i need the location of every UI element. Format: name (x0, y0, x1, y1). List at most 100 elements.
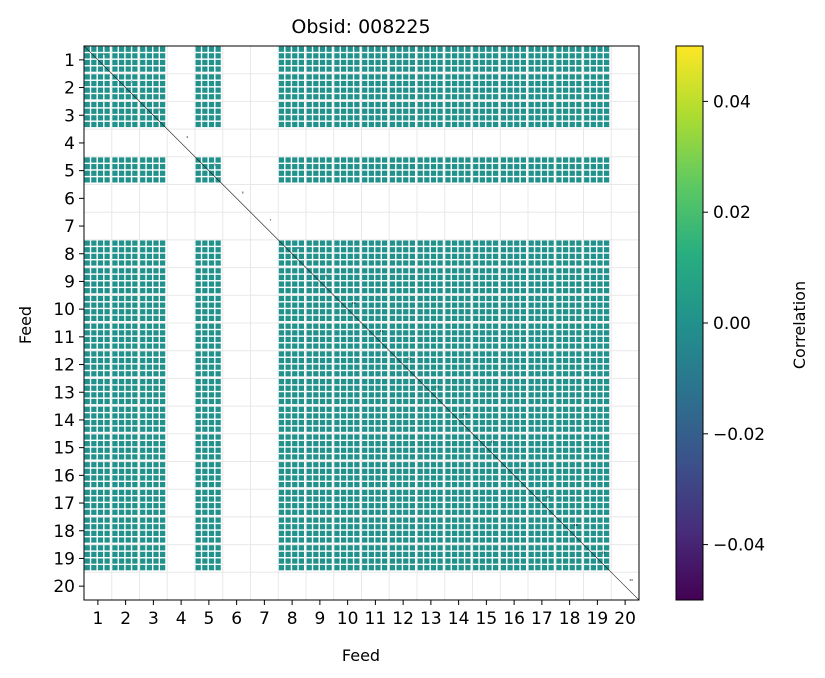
heatmap-subcell (104, 454, 110, 460)
heatmap-subcell (445, 413, 451, 419)
heatmap-subcell (306, 558, 312, 564)
heatmap-subcell (451, 157, 458, 163)
heatmap-subcell (208, 481, 215, 488)
heatmap-subcell (417, 517, 423, 523)
heatmap-subcell (84, 468, 90, 474)
heatmap-subcell (500, 281, 507, 287)
heatmap-subcell (285, 441, 291, 447)
heatmap-subcell (604, 357, 610, 364)
heatmap-subcell (368, 447, 374, 453)
heatmap-subcell (576, 558, 582, 564)
heatmap-cell (362, 462, 388, 488)
heatmap-subcell (362, 426, 368, 432)
heatmap-subcell (104, 475, 110, 481)
heatmap-subcell (562, 385, 569, 391)
heatmap-subcell (278, 94, 285, 100)
heatmap-subcell (500, 351, 507, 357)
heatmap-subcell (104, 343, 110, 349)
heatmap-subcell (347, 503, 353, 509)
heatmap-subcell (486, 537, 492, 543)
heatmap-subcell (597, 468, 603, 474)
heatmap-subcell (445, 545, 451, 551)
heatmap-cell (84, 295, 110, 321)
heatmap-subcell (556, 489, 562, 496)
heatmap-cell (556, 545, 582, 571)
heatmap-subcell (569, 524, 575, 530)
heatmap-subcell (112, 295, 118, 302)
heatmap-subcell (362, 524, 368, 530)
heatmap-subcell (597, 330, 603, 336)
heatmap-cell (334, 74, 360, 100)
heatmap-subcell (437, 323, 443, 329)
heatmap-subcell (208, 392, 215, 398)
heatmap-subcell (84, 94, 90, 100)
heatmap-subcell (278, 66, 285, 72)
heatmap-subcell (140, 260, 146, 266)
heatmap-subcell (486, 315, 492, 321)
heatmap-cell (278, 351, 304, 377)
heatmap-subcell (298, 434, 304, 440)
heatmap-subcell (535, 330, 541, 336)
heatmap-subcell (347, 565, 353, 571)
heatmap-subcell (146, 336, 152, 343)
heatmap-subcell (590, 121, 596, 128)
heatmap-subcell (528, 565, 534, 571)
heatmap-subcell (140, 274, 146, 281)
heatmap-subcell (465, 66, 471, 72)
heatmap-subcell (112, 462, 118, 468)
heatmap-subcell (528, 315, 534, 321)
heatmap-subcell (541, 413, 548, 419)
heatmap-subcell (389, 240, 396, 246)
heatmap-subcell (153, 121, 159, 128)
heatmap-subcell (458, 371, 464, 377)
heatmap-subcell (473, 517, 479, 523)
heatmap-subcell (424, 74, 430, 80)
heatmap-subcell (140, 406, 146, 412)
heatmap-subcell (500, 509, 507, 515)
heatmap-subcell (326, 336, 332, 343)
heatmap-subcell (417, 503, 423, 509)
heatmap-subcell (451, 565, 458, 571)
heatmap-subcell (548, 406, 554, 412)
heatmap-subcell (465, 309, 471, 315)
heatmap-subcell (451, 53, 458, 59)
heatmap-subcell (362, 87, 368, 93)
heatmap-subcell (340, 468, 347, 474)
heatmap-subcell (104, 468, 110, 474)
heatmap-subcell (458, 357, 464, 364)
heatmap-subcell (451, 489, 458, 496)
heatmap-subcell (584, 108, 590, 114)
heatmap-subcell (354, 558, 360, 564)
heatmap-subcell (417, 330, 423, 336)
heatmap-subcell (445, 343, 451, 349)
heatmap-subcell (298, 94, 304, 100)
heatmap-subcell (562, 489, 569, 496)
heatmap-subcell (382, 441, 388, 447)
heatmap-subcell (97, 537, 104, 543)
x-tick-label: 14 (448, 609, 470, 629)
heatmap-cell (112, 379, 138, 405)
heatmap-subcell (528, 46, 534, 52)
heatmap-subcell (396, 385, 402, 391)
heatmap-subcell (313, 108, 319, 114)
heatmap-subcell (112, 274, 118, 281)
heatmap-subcell (97, 392, 104, 398)
heatmap-subcell (146, 462, 152, 468)
heatmap-subcell (424, 315, 430, 321)
heatmap-subcell (473, 530, 479, 536)
heatmap-subcell (132, 558, 138, 564)
heatmap-subcell (140, 59, 146, 66)
heatmap-subcell (445, 558, 451, 564)
heatmap-cell (140, 157, 166, 183)
heatmap-subcell (451, 392, 458, 398)
heatmap-subcell (590, 309, 596, 315)
heatmap-subcell (160, 530, 166, 536)
heatmap-subcell (528, 53, 534, 59)
heatmap-subcell (84, 260, 90, 266)
heatmap-subcell (458, 170, 464, 176)
heatmap-subcell (368, 157, 374, 163)
heatmap-subcell (403, 351, 409, 357)
heatmap-subcell (528, 357, 534, 364)
heatmap-subcell (202, 46, 208, 52)
heatmap-subcell (493, 496, 499, 502)
